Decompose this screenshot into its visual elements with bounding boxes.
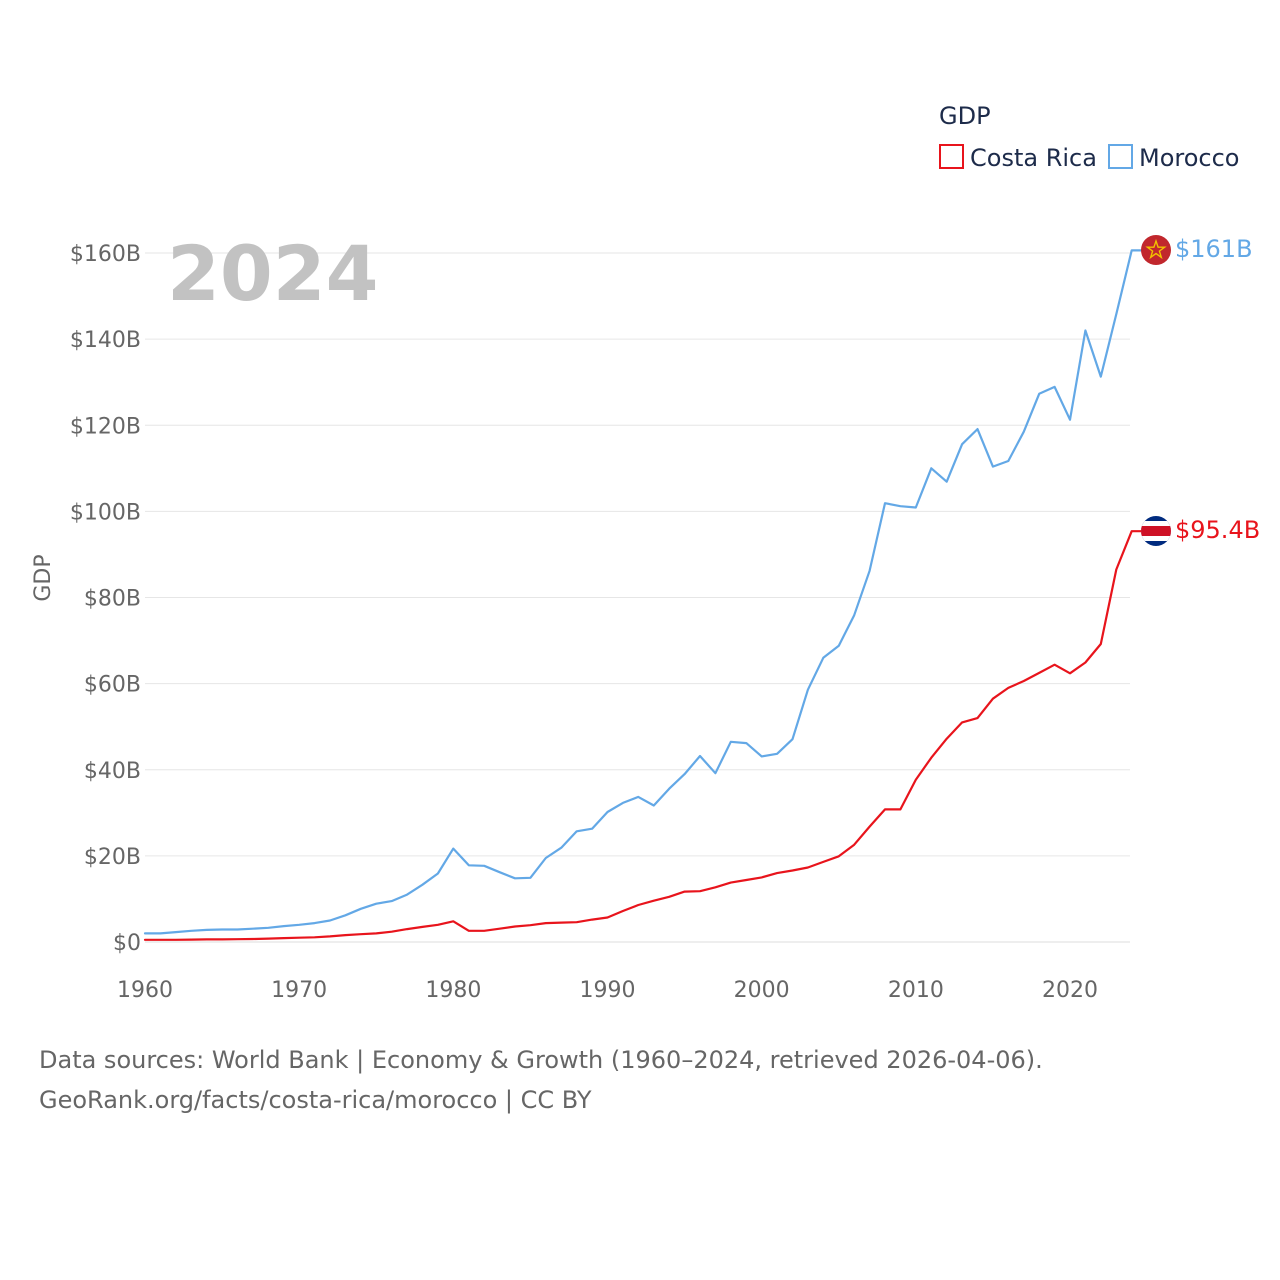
footer-source: Data sources: World Bank | Economy & Gro…	[39, 1040, 1239, 1120]
footer-line-sources: Data sources: World Bank | Economy & Gro…	[39, 1046, 1043, 1074]
legend-label-morocco[interactable]: Morocco	[1139, 144, 1240, 172]
x-tick-label: 2010	[888, 978, 944, 1003]
legend-title: GDP	[939, 102, 991, 130]
y-axis-title: GDP	[31, 554, 56, 601]
y-axis-ticks: $0 $20B $40B $60B $80B $100B $120B $140B $160B	[70, 242, 141, 956]
x-tick-label: 1970	[271, 978, 327, 1003]
y-tick-label: $60B	[84, 673, 141, 698]
x-tick-label: 2000	[734, 978, 790, 1003]
legend: GDP Costa Rica Morocco	[939, 102, 1240, 172]
series-line-costa-rica[interactable]	[143, 530, 1143, 941]
legend-label-costa-rica[interactable]: Costa Rica	[970, 144, 1097, 172]
legend-swatch-costa-rica[interactable]	[939, 144, 964, 169]
morocco-flag-icon	[1141, 235, 1171, 265]
gdp-line-chart: $0 $20B $40B $60B $80B $100B $120B $140B $160B 1…	[31, 102, 1260, 1003]
series-lines	[143, 249, 1143, 941]
y-tick-label: $140B	[70, 328, 141, 353]
y-tick-label: $120B	[70, 414, 141, 439]
end-value-label-costa-rica: $95.4B	[1175, 516, 1260, 544]
x-tick-label: 2020	[1042, 978, 1098, 1003]
gridlines	[145, 252, 1130, 943]
y-tick-label: $100B	[70, 500, 141, 525]
x-tick-label: 1990	[580, 978, 636, 1003]
y-tick-label: $160B	[70, 242, 141, 267]
costa-rica-flag-icon	[1141, 516, 1171, 546]
end-value-label-morocco: $161B	[1175, 235, 1253, 263]
footer-line-attribution: GeoRank.org/facts/costa-rica/morocco | C…	[39, 1086, 592, 1114]
y-tick-label: $0	[113, 931, 141, 956]
y-tick-label: $80B	[84, 587, 141, 612]
x-tick-label: 1980	[425, 978, 481, 1003]
legend-swatch-morocco[interactable]	[1108, 144, 1133, 169]
series-line-morocco[interactable]	[143, 249, 1143, 935]
current-year-label: 2024	[167, 229, 379, 318]
x-tick-label: 1960	[117, 978, 173, 1003]
y-tick-label: $40B	[84, 759, 141, 784]
y-tick-label: $20B	[84, 845, 141, 870]
x-axis-ticks: 1960 1970 1980 1990 2000 2010 2020	[117, 978, 1098, 1003]
